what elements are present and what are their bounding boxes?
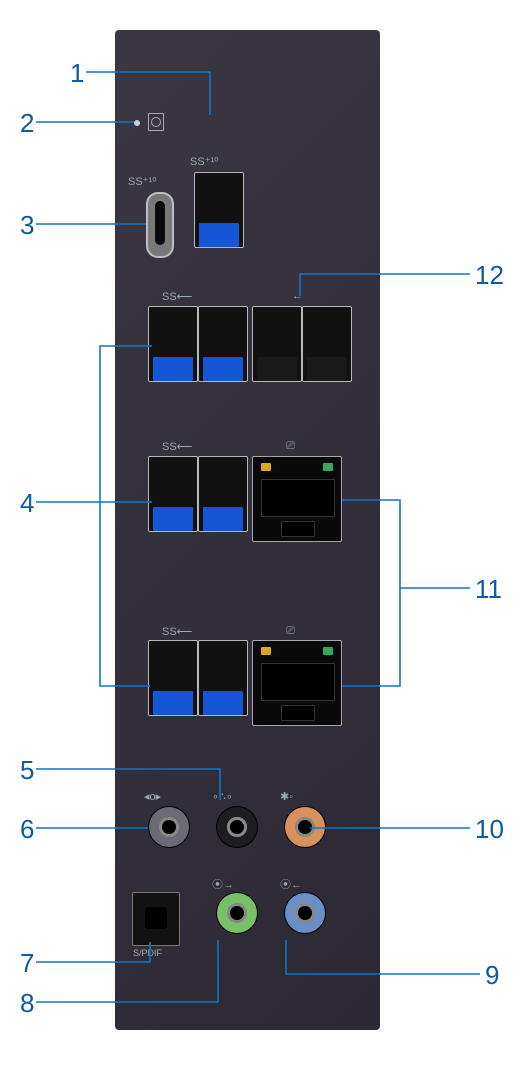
superspeed10-label: SS⁺¹⁰ (128, 175, 157, 188)
callout-number: 2 (20, 108, 34, 139)
callout-number: 8 (20, 988, 34, 1019)
spdif-optical-port (132, 892, 180, 946)
superspeed-label: SS⟵ (162, 290, 192, 303)
audio-line-in-jack (284, 892, 326, 934)
network-icon: ⎚ (286, 625, 295, 638)
usb-label: ← (292, 290, 303, 302)
callout-number: 4 (20, 488, 34, 519)
superspeed-label: SS⟵ (162, 440, 192, 453)
usb-a-2-port (252, 306, 302, 382)
usb-c-port (146, 192, 174, 258)
audio-side-surround-jack (148, 806, 190, 848)
superspeed-label: SS⟵ (162, 625, 192, 638)
hdd-icon (148, 113, 164, 131)
ethernet-port (252, 640, 342, 726)
rear-surround-icon: ∘∴∘ (212, 790, 233, 803)
usb-a-ss10-port (194, 172, 244, 248)
line-out-icon: ⦿→ (212, 876, 234, 892)
audio-line-out-jack (216, 892, 258, 934)
usb-a-ss-port (198, 456, 248, 532)
callout-number: 6 (20, 814, 34, 845)
callout-number: 11 (475, 574, 502, 605)
line-in-icon: ⦿← (280, 876, 302, 892)
usb-a-ss-port (148, 306, 198, 382)
usb-a-2-port (302, 306, 352, 382)
usb-a-ss-port (198, 640, 248, 716)
callout-number: 9 (485, 960, 499, 991)
spdif-label: S/PDIF (133, 948, 162, 958)
callout-number: 3 (20, 210, 34, 241)
callout-number: 1 (70, 58, 84, 89)
audio-mic-jack (284, 806, 326, 848)
callout-number: 7 (20, 948, 34, 979)
callout-number: 10 (475, 814, 504, 845)
side-surround-icon: ◂o▸ (144, 790, 161, 803)
network-icon: ⎚ (286, 440, 295, 453)
usb-a-ss-port (148, 456, 198, 532)
callout-number: 12 (475, 260, 504, 291)
mic-icon: ✱◦ (280, 790, 293, 803)
usb-a-ss-port (198, 306, 248, 382)
hdd-activity-led (134, 120, 140, 126)
usb-a-ss-port (148, 640, 198, 716)
ethernet-port (252, 456, 342, 542)
superspeed10-label: SS⁺¹⁰ (190, 155, 219, 168)
callout-number: 5 (20, 755, 34, 786)
audio-rear-surround-jack (216, 806, 258, 848)
